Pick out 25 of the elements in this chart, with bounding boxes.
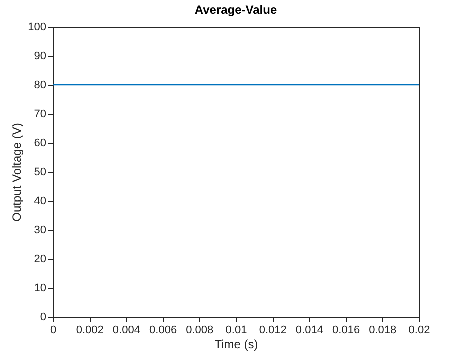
y-tick-label: 50 (34, 166, 46, 178)
x-tick-label: 0.016 (332, 324, 360, 336)
x-axis-title: Time (s) (214, 338, 258, 352)
x-tick-label: 0 (50, 324, 57, 336)
y-axis-title: Output Voltage (V) (10, 123, 24, 222)
x-tick-label: 0.014 (296, 324, 324, 336)
y-tick-label: 80 (34, 80, 46, 92)
y-tick-label: 90 (34, 50, 46, 62)
y-tick-label: 30 (34, 224, 46, 236)
x-tick-label: 0.01 (226, 324, 248, 336)
x-tick-label: 0.002 (76, 324, 104, 336)
y-tick-label: 20 (34, 254, 46, 266)
x-tick-label: 0.012 (259, 324, 287, 336)
chart-title: Average-Value (194, 3, 278, 17)
y-tick-label: 70 (34, 108, 46, 120)
x-tick-label: 0.004 (112, 324, 140, 336)
x-tick-label: 0.008 (186, 324, 214, 336)
x-tick-label: 0.02 (408, 324, 430, 336)
y-tick-label: 10 (34, 282, 46, 294)
x-tick-label: 0.018 (369, 324, 397, 336)
y-tick-label: 60 (34, 138, 46, 150)
y-tick-label: 100 (28, 22, 46, 34)
y-tick-label: 40 (34, 196, 46, 208)
x-tick-label: 0.006 (150, 324, 178, 336)
y-tick-label: 0 (40, 312, 46, 324)
